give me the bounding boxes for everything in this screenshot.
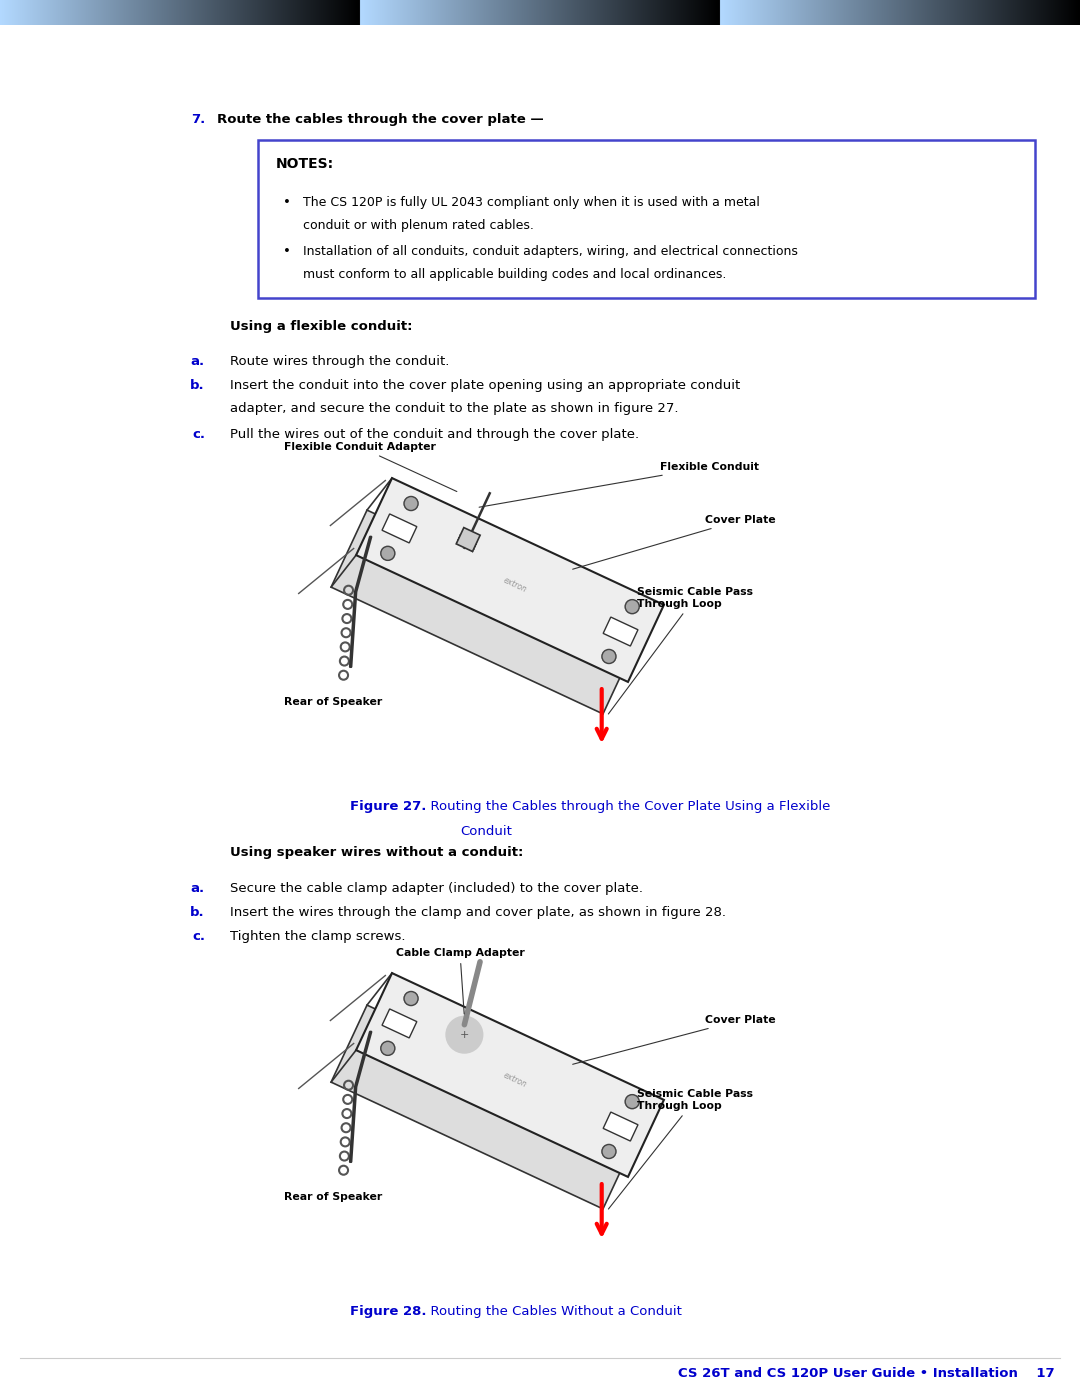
FancyBboxPatch shape (258, 140, 1035, 298)
Text: Using a flexible conduit:: Using a flexible conduit: (230, 320, 413, 332)
Circle shape (404, 992, 418, 1006)
Text: extron: extron (502, 1070, 528, 1090)
Text: Flexible Conduit: Flexible Conduit (480, 462, 759, 507)
Text: Route the cables through the cover plate —: Route the cables through the cover plate… (217, 113, 543, 126)
Text: conduit or with plenum rated cables.: conduit or with plenum rated cables. (303, 219, 534, 232)
Circle shape (381, 546, 395, 560)
Text: +: + (460, 1030, 469, 1039)
Polygon shape (356, 478, 664, 682)
Text: Routing the Cables Without a Conduit: Routing the Cables Without a Conduit (422, 1305, 681, 1317)
Circle shape (404, 496, 418, 510)
Text: Pull the wires out of the conduit and through the cover plate.: Pull the wires out of the conduit and th… (230, 427, 639, 441)
Polygon shape (382, 514, 417, 543)
Polygon shape (603, 1112, 638, 1141)
Text: Insert the conduit into the cover plate opening using an appropriate conduit: Insert the conduit into the cover plate … (230, 379, 740, 393)
Text: Using speaker wires without a conduit:: Using speaker wires without a conduit: (230, 847, 524, 859)
Text: Insert the wires through the clamp and cover plate, as shown in figure 28.: Insert the wires through the clamp and c… (230, 907, 726, 919)
Text: Figure 27.: Figure 27. (350, 800, 427, 813)
Circle shape (625, 1095, 639, 1109)
Text: Rear of Speaker: Rear of Speaker (284, 1192, 382, 1203)
Text: c.: c. (192, 427, 205, 441)
Circle shape (625, 599, 639, 613)
Text: Installation of all conduits, conduit adapters, wiring, and electrical connectio: Installation of all conduits, conduit ad… (303, 244, 798, 258)
Text: Flexible Conduit Adapter: Flexible Conduit Adapter (284, 441, 457, 492)
Text: Routing the Cables through the Cover Plate Using a Flexible: Routing the Cables through the Cover Pla… (422, 800, 831, 813)
Circle shape (602, 650, 616, 664)
Text: Tighten the clamp screws.: Tighten the clamp screws. (230, 930, 405, 943)
Text: b.: b. (190, 907, 205, 919)
Text: Cover Plate: Cover Plate (572, 1016, 775, 1065)
Text: a.: a. (191, 882, 205, 895)
Polygon shape (603, 617, 638, 645)
Text: Seismic Cable Pass
Through Loop: Seismic Cable Pass Through Loop (608, 587, 753, 714)
Text: CS 26T and CS 120P User Guide • Installation    17: CS 26T and CS 120P User Guide • Installa… (678, 1368, 1055, 1380)
Polygon shape (332, 510, 639, 714)
Text: •: • (283, 196, 291, 210)
Text: must conform to all applicable building codes and local ordinances.: must conform to all applicable building … (303, 268, 727, 281)
Text: •: • (283, 244, 291, 258)
Text: Conduit: Conduit (460, 826, 512, 838)
Text: Cover Plate: Cover Plate (572, 515, 775, 569)
Circle shape (446, 1017, 483, 1053)
Text: Figure 28.: Figure 28. (350, 1305, 427, 1317)
Text: 7.: 7. (191, 113, 205, 126)
Circle shape (602, 1144, 616, 1158)
Circle shape (381, 1041, 395, 1055)
Text: b.: b. (190, 379, 205, 393)
Text: Secure the cable clamp adapter (included) to the cover plate.: Secure the cable clamp adapter (included… (230, 882, 643, 895)
Text: Route wires through the conduit.: Route wires through the conduit. (230, 355, 449, 367)
Polygon shape (356, 974, 664, 1176)
Text: c.: c. (192, 930, 205, 943)
Text: The CS 120P is fully UL 2043 compliant only when it is used with a metal: The CS 120P is fully UL 2043 compliant o… (303, 196, 760, 210)
Text: Seismic Cable Pass
Through Loop: Seismic Cable Pass Through Loop (608, 1090, 753, 1208)
Polygon shape (456, 528, 481, 552)
Text: a.: a. (191, 355, 205, 367)
Polygon shape (382, 1009, 417, 1038)
Text: NOTES:: NOTES: (276, 156, 334, 170)
Text: adapter, and secure the conduit to the plate as shown in figure 27.: adapter, and secure the conduit to the p… (230, 402, 678, 415)
Text: Cable Clamp Adapter: Cable Clamp Adapter (395, 949, 525, 1014)
Text: extron: extron (502, 576, 528, 594)
Text: Rear of Speaker: Rear of Speaker (284, 697, 382, 707)
Polygon shape (332, 1004, 639, 1208)
